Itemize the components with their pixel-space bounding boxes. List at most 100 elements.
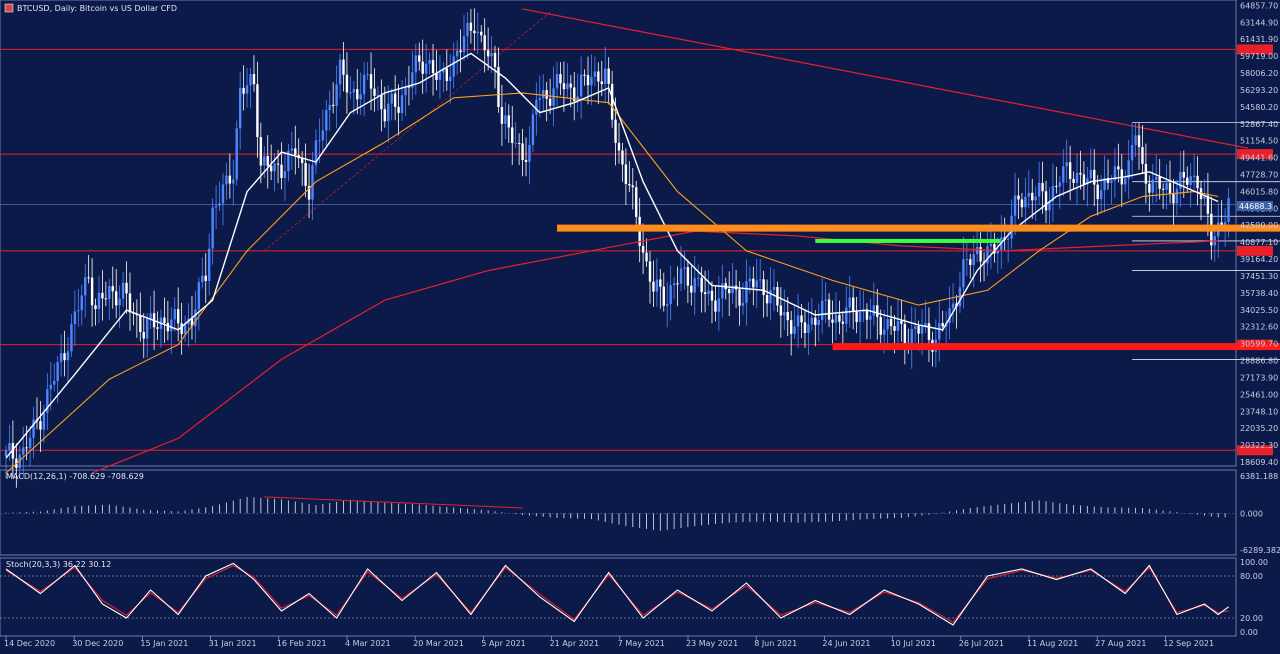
candle-body-151 [524, 160, 528, 162]
candle-body-203 [703, 292, 707, 295]
candle-body-228 [789, 320, 793, 334]
stoch-panel-frame [0, 557, 1237, 637]
candle-body-103 [359, 94, 362, 100]
candle-body-114 [397, 106, 400, 113]
candle-body-8 [32, 419, 35, 438]
candle-body-280 [969, 259, 972, 265]
price-tick-16: 37451.30 [1240, 272, 1278, 281]
stoch-tick-2: 20.00 [1240, 614, 1263, 623]
candle-body-86 [300, 158, 304, 164]
candle-body-277 [958, 287, 962, 307]
candle-body-1 [8, 443, 11, 451]
candle-body-46 [163, 317, 166, 323]
candle-body-139 [483, 35, 486, 51]
candle-body-40 [142, 331, 145, 339]
candle-body-118 [411, 72, 414, 88]
candle-body-156 [542, 90, 545, 99]
price-tick-9: 49441.60 [1240, 154, 1278, 163]
macd-tick-1: 0.000 [1240, 509, 1263, 518]
candle-body-180 [624, 164, 628, 185]
candle-body-170 [590, 76, 593, 86]
candle-body-316 [1093, 169, 1096, 185]
candle-body-354 [1223, 221, 1227, 225]
candle-body-92 [321, 130, 325, 141]
candle-body-291 [1006, 238, 1010, 240]
candle-body-213 [738, 289, 741, 306]
candle-body-227 [786, 312, 789, 321]
candle-body-7 [28, 437, 32, 449]
candle-body-293 [1013, 195, 1017, 216]
candle-body-349 [1206, 195, 1210, 214]
candle-body-59 [207, 248, 211, 281]
candle-body-95 [331, 104, 335, 106]
macd-layer [0, 496, 1236, 531]
candle-body-80 [280, 164, 283, 179]
candle-body-143 [497, 67, 500, 108]
price-tick-22: 27173.90 [1240, 373, 1278, 382]
candle-body-101 [352, 89, 356, 93]
candle-body-119 [414, 55, 418, 73]
candle-body-176 [610, 83, 614, 120]
date-label-3: 31 Jan 2021 [209, 639, 257, 648]
candle-body-182 [631, 185, 634, 188]
date-label-8: 21 Apr 2021 [550, 639, 599, 648]
candle-body-154 [535, 99, 538, 115]
price-panel-frame [0, 0, 1237, 467]
price-tick-27: 18609.40 [1240, 458, 1278, 467]
trendline-0 [522, 8, 1249, 149]
candle-body-297 [1027, 192, 1031, 197]
candle-body-185 [641, 245, 645, 253]
candle-body-147 [511, 127, 514, 143]
candle-body-20 [73, 311, 77, 324]
candle-body-193 [669, 285, 672, 305]
candle-body-329 [1137, 135, 1141, 148]
candle-body-105 [366, 74, 369, 76]
candle-body-111 [387, 103, 390, 122]
price-tick-21: 28886.80 [1240, 357, 1278, 366]
candle-body-231 [800, 315, 803, 323]
candle-body-102 [356, 89, 359, 100]
candle-body-318 [1099, 190, 1103, 200]
candle-body-49 [173, 309, 176, 320]
price-tick-4: 58006.20 [1240, 69, 1278, 78]
candle-body-211 [731, 285, 734, 294]
candle-body-48 [170, 319, 173, 332]
candle-body-64 [225, 175, 228, 185]
candle-body-285 [986, 246, 989, 264]
candle-body-94 [328, 104, 331, 111]
candle-body-160 [555, 74, 559, 89]
candle-body-257 [889, 318, 893, 327]
candle-body-116 [404, 86, 407, 96]
candle-body-294 [1017, 195, 1020, 200]
date-label-13: 10 Jul 2021 [891, 639, 936, 648]
candle-body-84 [294, 148, 297, 156]
candle-body-216 [748, 278, 752, 282]
candle-body-104 [362, 74, 366, 95]
candle-body-258 [893, 326, 896, 331]
candle-body-319 [1103, 177, 1106, 191]
candle-body-22 [80, 295, 83, 311]
candle-body-107 [373, 88, 376, 96]
candle-body-214 [741, 302, 745, 306]
candle-body-232 [803, 322, 807, 333]
level-tag-0 [1237, 44, 1273, 55]
candle-body-344 [1189, 176, 1192, 185]
candle-body-275 [951, 303, 955, 309]
candle-body-353 [1220, 222, 1223, 225]
candle-body-98 [342, 59, 345, 75]
date-label-4: 16 Feb 2021 [277, 639, 327, 648]
candle-body-173 [600, 81, 603, 84]
sma-fast-line [5, 52, 1219, 459]
stoch-tick-3: 0.00 [1240, 628, 1258, 637]
price-tick-7: 52867.40 [1240, 120, 1278, 129]
candle-body-202 [700, 277, 703, 293]
candle-body-225 [779, 305, 783, 316]
candle-body-113 [393, 93, 397, 107]
candle-body-261 [903, 323, 907, 344]
candle-body-130 [452, 56, 455, 77]
candle-body-223 [772, 287, 776, 290]
candle-body-52 [183, 324, 187, 335]
price-tick-13: 42590.00 [1240, 221, 1278, 230]
